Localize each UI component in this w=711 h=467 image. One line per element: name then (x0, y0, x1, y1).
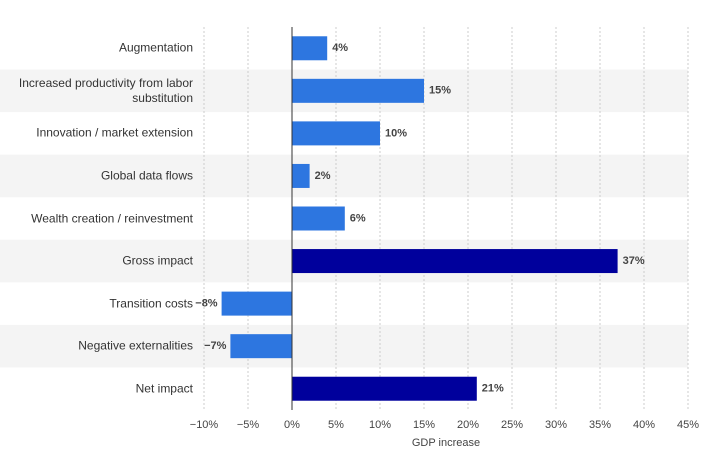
value-label: 2% (315, 170, 331, 182)
value-label: 37% (623, 255, 645, 267)
bar (292, 163, 310, 188)
category-label: Increased productivity from labor substi… (18, 75, 193, 105)
category-label: Negative externalities (78, 338, 193, 353)
x-tick-label: 45% (677, 419, 699, 431)
bar (292, 78, 424, 103)
bar (292, 249, 618, 274)
x-tick-label: 40% (633, 419, 655, 431)
category-label: Transition costs (109, 296, 193, 311)
x-tick-label: 35% (589, 419, 611, 431)
bar (292, 121, 380, 146)
row-band (0, 324, 688, 368)
bar (221, 291, 292, 316)
x-tick-label: 10% (369, 419, 391, 431)
x-tick-label: 0% (284, 419, 300, 431)
category-label: Wealth creation / reinvestment (31, 211, 193, 225)
x-tick-label: 25% (501, 419, 523, 431)
x-tick-label: −5% (237, 419, 260, 431)
x-tick-label: 30% (545, 419, 567, 431)
row-band (0, 154, 688, 198)
x-tick-label: 5% (328, 419, 344, 431)
value-label: −8% (195, 298, 218, 310)
category-label: Gross impact (122, 253, 193, 268)
value-label: 10% (385, 127, 407, 139)
category-label: Augmentation (118, 40, 193, 55)
value-label: 6% (350, 212, 366, 224)
value-label: 15% (429, 85, 451, 97)
x-tick-label: 15% (413, 419, 435, 431)
x-tick-label: −10% (190, 419, 219, 431)
x-axis-title: GDP increase (412, 437, 480, 449)
value-label: −7% (204, 340, 227, 352)
category-label: Net impact (135, 381, 193, 396)
category-label: Global data flows (100, 168, 193, 183)
category-label: Innovation / market extension (36, 125, 193, 140)
x-tick-label: 20% (457, 419, 479, 431)
bar (292, 206, 345, 231)
bar (230, 334, 292, 359)
value-label: 4% (332, 42, 348, 54)
value-label: 21% (482, 383, 504, 395)
bar (292, 376, 477, 401)
bar (292, 36, 328, 61)
